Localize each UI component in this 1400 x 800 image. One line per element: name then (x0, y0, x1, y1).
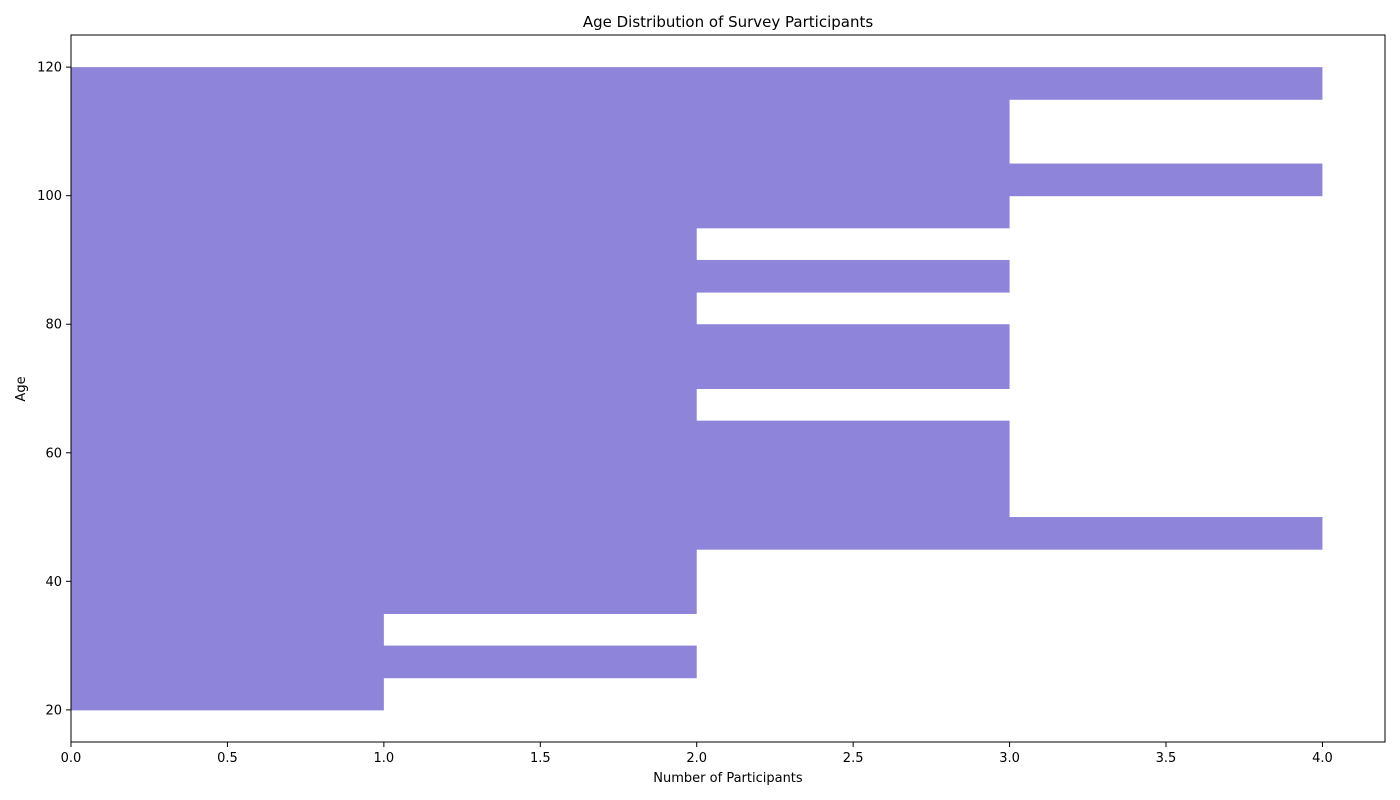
y-tick-label: 60 (45, 446, 62, 461)
y-tick-label: 100 (37, 189, 62, 204)
chart-title: Age Distribution of Survey Participants (583, 13, 874, 31)
bars-layer (71, 67, 1323, 711)
bar-60-65 (71, 420, 1010, 454)
bar-100-105 (71, 163, 1323, 197)
bar-30-35 (71, 613, 384, 647)
bar-70-75 (71, 356, 1010, 389)
x-axis: 0.0 0.5 1.0 1.5 2.0 2.5 3.0 3.5 4.0 (61, 742, 1333, 766)
bar-105-110 (71, 131, 1010, 165)
bar-90-95 (71, 227, 697, 261)
bar-115-120 (71, 67, 1323, 100)
x-tick-label: 1.0 (374, 751, 395, 766)
y-tick-label: 80 (45, 318, 62, 333)
bar-35-40 (71, 581, 697, 614)
x-tick-label: 3.0 (999, 751, 1020, 766)
plot-frame (70, 34, 1386, 743)
x-axis-label: Number of Participants (653, 771, 803, 786)
x-tick-label: 2.0 (686, 751, 707, 766)
bar-40-45 (71, 549, 697, 582)
y-tick-label: 40 (45, 575, 62, 590)
bar-50-55 (71, 484, 1010, 518)
y-axis: 20 40 60 80 100 120 (37, 61, 71, 718)
bar-75-80 (71, 324, 1010, 357)
bar-65-70 (71, 388, 697, 422)
x-tick-label: 1.5 (530, 751, 551, 766)
bar-85-90 (71, 259, 1010, 293)
x-tick-label: 4.0 (1312, 751, 1333, 766)
x-tick-label: 0.0 (61, 751, 82, 766)
x-tick-label: 2.5 (843, 751, 864, 766)
y-tick-label: 120 (37, 61, 62, 76)
x-tick-label: 3.5 (1156, 751, 1177, 766)
bar-110-115 (71, 99, 1010, 132)
x-tick-label: 0.5 (217, 751, 238, 766)
bar-20-25 (71, 677, 384, 711)
bar-45-50 (71, 517, 1323, 550)
bar-25-30 (71, 645, 697, 679)
bar-95-100 (71, 195, 1010, 229)
bar-80-85 (71, 292, 697, 325)
y-axis-label: Age (14, 376, 29, 401)
y-tick-label: 20 (45, 703, 62, 718)
bar-55-60 (71, 452, 1010, 486)
